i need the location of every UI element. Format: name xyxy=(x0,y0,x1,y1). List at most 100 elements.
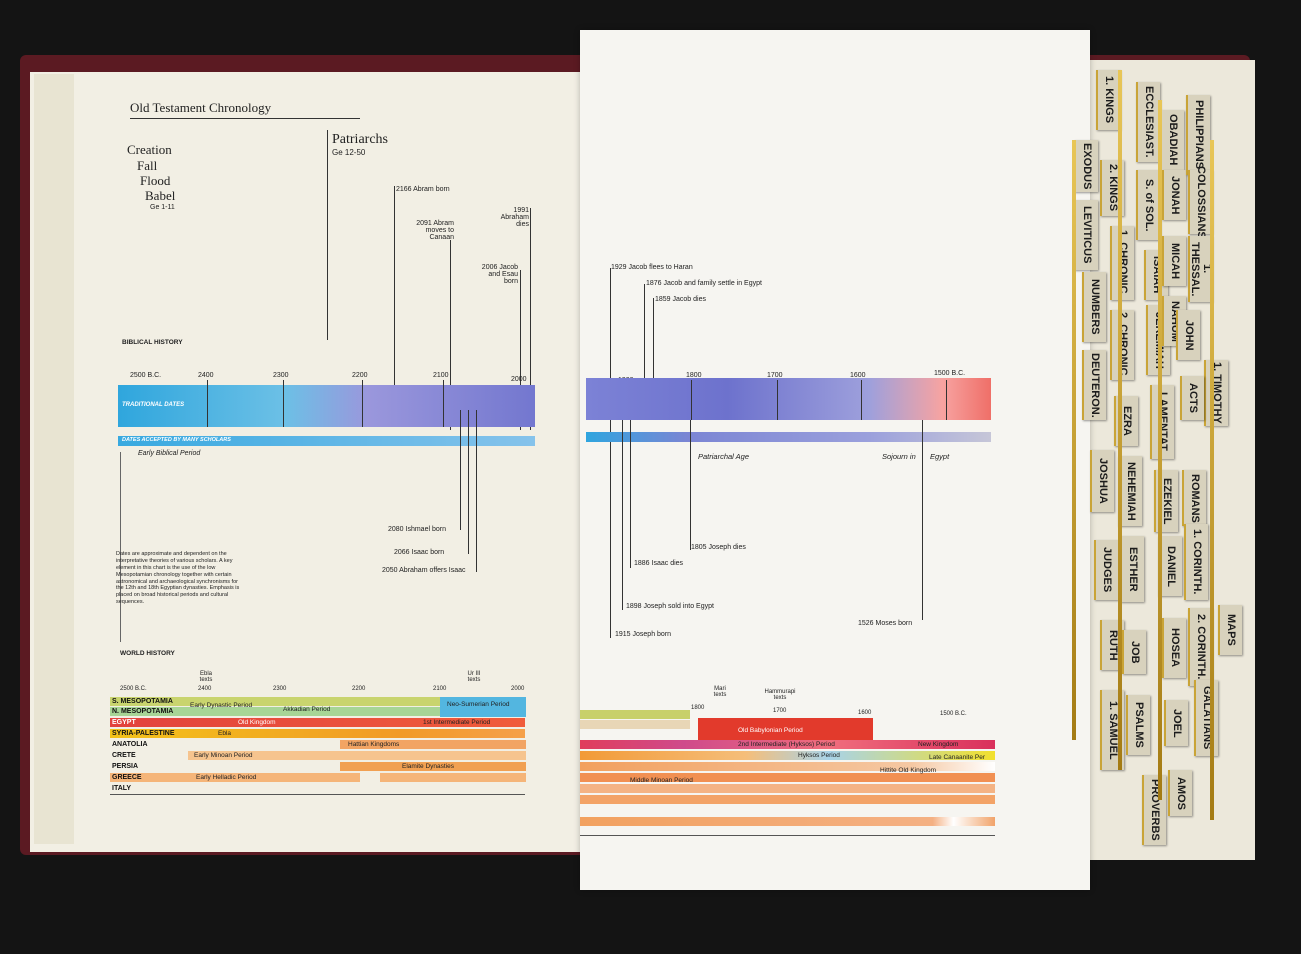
event-jacob-esau: 2006 Jacob and Esau born xyxy=(481,264,518,285)
patriarchs-line xyxy=(327,130,328,340)
tick xyxy=(946,380,947,420)
tab-john[interactable]: JOHN xyxy=(1176,310,1200,360)
thumb-index-tabs[interactable]: EXODUS LEVITICUS NUMBERS DEUTERON. JOSHU… xyxy=(1070,40,1260,860)
tab-leviticus[interactable]: LEVITICUS xyxy=(1074,200,1098,270)
world-year: 2300 xyxy=(273,686,287,692)
event-line xyxy=(690,420,691,550)
title-rule xyxy=(130,118,360,119)
biblical-history-label: BIBLICAL HISTORY xyxy=(122,339,183,346)
left-chart: Old Testament Chronology Creation Fall F… xyxy=(100,90,570,830)
tab-job[interactable]: JOB xyxy=(1122,630,1146,674)
tab-deuteron[interactable]: DEUTERON. xyxy=(1082,350,1106,420)
year-2300: 2300 xyxy=(273,372,289,379)
year-1800: 1800 xyxy=(686,372,702,379)
traditional-dates-label: TRADITIONAL DATES xyxy=(122,402,185,408)
row-crete xyxy=(188,751,526,760)
tab-nehemiah[interactable]: NEHEMIAH xyxy=(1118,456,1142,526)
bracket-line xyxy=(120,452,121,642)
tab-1-kings[interactable]: 1. KINGS xyxy=(1096,70,1120,130)
event-line xyxy=(394,186,395,386)
world-year: 2000 xyxy=(511,686,525,692)
tab-song-of-sol[interactable]: S. of SOL. xyxy=(1136,170,1160,240)
left-page-edge xyxy=(34,74,74,844)
event-isaac-dies: 1886 Isaac dies xyxy=(634,560,684,567)
row-italy-right xyxy=(580,817,995,826)
tab-obadiah[interactable]: OBADIAH xyxy=(1160,110,1184,170)
tab-jonah[interactable]: JONAH xyxy=(1162,170,1186,220)
region-anatolia: ANATOLIA xyxy=(112,741,148,748)
fall-label: Fall xyxy=(137,158,158,173)
period-late-canaanite: Late Canaanite Per xyxy=(929,754,986,761)
tab-1-chronic[interactable]: 1. CHRONIC. xyxy=(1110,226,1134,300)
tick xyxy=(443,380,444,427)
world-history-label: WORLD HISTORY xyxy=(120,650,175,657)
period-early-helladic: Early Helladic Period xyxy=(196,774,257,781)
row-egypt xyxy=(110,718,525,727)
tab-exodus[interactable]: EXODUS xyxy=(1074,140,1098,192)
tab-lamentat[interactable]: LAMENTAT. xyxy=(1150,385,1174,459)
tab-numbers[interactable]: NUMBERS xyxy=(1082,272,1106,342)
period-neo-sumerian: Neo-Sumerian Period xyxy=(447,701,510,708)
tab-psalms[interactable]: PSALMS xyxy=(1126,695,1150,755)
tab-1-timothy[interactable]: 1. TIMOTHY xyxy=(1204,360,1228,426)
tab-colossians[interactable]: COLOSSIANS xyxy=(1188,166,1212,238)
tick xyxy=(777,380,778,420)
row-persia-right xyxy=(580,784,995,793)
period-new-kingdom: New Kingdom xyxy=(918,741,959,748)
region-persia: PERSIA xyxy=(112,763,139,770)
event-abraham-dies: 1991 Abraham dies xyxy=(500,207,529,228)
tab-amos[interactable]: AMOS xyxy=(1168,770,1192,816)
patriarchs-label: Patriarchs xyxy=(332,132,388,147)
tick xyxy=(691,380,692,420)
row-anatolia xyxy=(340,740,526,749)
tick xyxy=(861,380,862,420)
tab-ecclesiast[interactable]: ECCLESIAST. xyxy=(1136,82,1160,162)
tab-micah[interactable]: MICAH xyxy=(1162,236,1186,286)
gold-tab-edge xyxy=(1072,140,1076,740)
gold-tab-edge xyxy=(1118,70,1122,770)
world-year-right: 1500 B.C. xyxy=(940,711,967,717)
event-moses-born: 1526 Moses born xyxy=(858,620,913,627)
period-first-intermediate: 1st Intermediate Period xyxy=(423,719,491,726)
tab-galatians[interactable]: GALATIANS xyxy=(1194,680,1218,756)
tick xyxy=(207,380,208,427)
tab-daniel[interactable]: DANIEL xyxy=(1158,536,1182,596)
tab-hosea[interactable]: HOSEA xyxy=(1162,618,1186,678)
tab-2-corinth[interactable]: 2. CORINTH. xyxy=(1188,608,1212,686)
tab-joel[interactable]: JOEL xyxy=(1164,700,1188,746)
tab-esther[interactable]: ESTHER xyxy=(1120,536,1144,602)
period-old-babylonian: Old Babylonian Period xyxy=(738,727,803,734)
period-middle-minoan: Middle Minoan Period xyxy=(630,777,693,784)
region-syria-palestine: SYRIA-PALESTINE xyxy=(112,730,175,737)
region-italy: ITALY xyxy=(112,785,132,792)
event-line xyxy=(450,240,451,430)
year-2000: 2000 xyxy=(511,376,527,383)
tab-judges[interactable]: JUDGES xyxy=(1094,540,1118,600)
event-line xyxy=(653,298,654,418)
tick xyxy=(362,380,363,427)
tab-philippians[interactable]: PHILIPPIANS xyxy=(1186,95,1210,175)
tab-maps[interactable]: MAPS xyxy=(1218,605,1242,655)
patriarchs-ref: Ge 12-50 xyxy=(332,148,366,157)
hammurapi-texts-note: Hammurapi texts xyxy=(764,689,796,701)
ur-texts-note: Ur III texts xyxy=(467,671,481,683)
event-abram-born: 2166 Abram born xyxy=(396,186,450,193)
region-egypt: EGYPT xyxy=(112,719,136,726)
tab-1-corinth[interactable]: 1. CORINTH. xyxy=(1184,524,1208,600)
tab-romans[interactable]: ROMANS xyxy=(1182,470,1206,526)
period-second-intermediate: 2nd Intermediate (Hyksos) Period xyxy=(738,741,835,748)
tab-proverbs[interactable]: PROVERBS xyxy=(1142,775,1166,845)
tab-1-thessal[interactable]: 1. THESSAL. xyxy=(1188,236,1213,302)
event-jacob-dies: 1859 Jacob dies xyxy=(655,296,706,303)
tab-2-chronic[interactable]: 2. CHRONIC. xyxy=(1110,310,1134,380)
row-s-mesopotamia xyxy=(110,697,525,706)
world-year-right: 1600 xyxy=(858,710,872,716)
tab-joshua[interactable]: JOSHUA xyxy=(1090,450,1114,512)
creation-ref: Ge 1-11 xyxy=(150,204,175,211)
region-crete: CRETE xyxy=(112,752,136,759)
tab-acts[interactable]: ACTS xyxy=(1180,376,1204,420)
event-isaac-born: 2066 Isaac born xyxy=(394,549,445,556)
period-early-minoan: Early Minoan Period xyxy=(194,752,253,759)
row-anatolia-right xyxy=(580,762,995,771)
era-patriarchal: Patriarchal Age xyxy=(698,452,749,461)
